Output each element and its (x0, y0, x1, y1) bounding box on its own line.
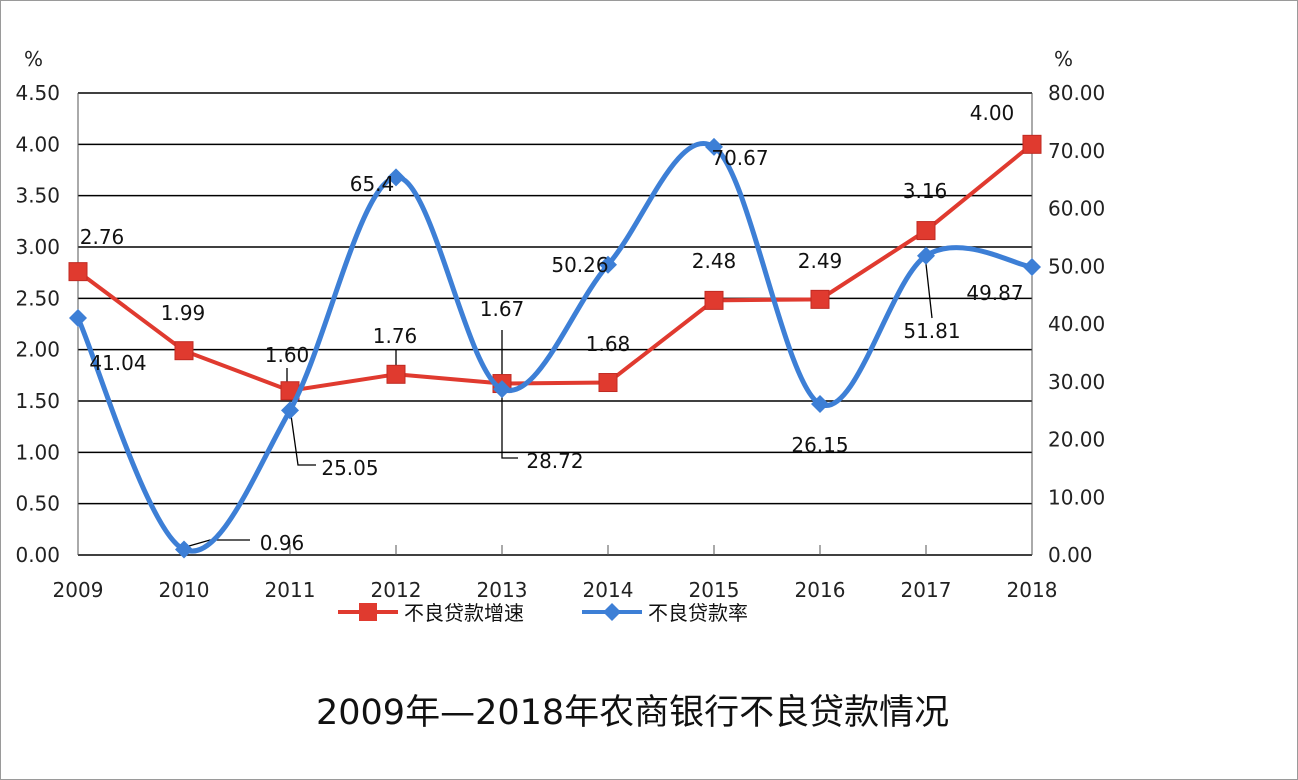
x-tick-label: 2010 (159, 578, 210, 602)
right-tick-label: 70.00 (1048, 139, 1105, 163)
npl-growth-marker (810, 289, 830, 309)
left-tick-label: 1.00 (15, 440, 60, 464)
npl-ratio-marker (281, 401, 299, 420)
npl-growth-data-label: 4.00 (970, 101, 1015, 125)
npl-growth-marker (1022, 134, 1042, 154)
left-tick-label: 2.50 (15, 286, 60, 310)
npl-growth-data-label: 1.68 (586, 332, 631, 356)
left-tick-label: 4.00 (15, 132, 60, 156)
npl-ratio-data-label: 49.87 (966, 281, 1023, 305)
leader-line (289, 407, 316, 466)
x-tick-label: 2018 (1007, 578, 1058, 602)
npl-ratio-marker (811, 394, 829, 413)
left-tick-label: 0.00 (15, 543, 60, 567)
npl-ratio-data-label: 51.81 (903, 319, 960, 343)
npl-ratio-marker (493, 380, 511, 399)
npl-growth-data-label: 2.48 (692, 249, 737, 273)
right-tick-label: 10.00 (1048, 485, 1105, 509)
npl-ratio-data-label: 70.67 (711, 146, 768, 170)
series-line-npl-growth (76, 142, 1034, 393)
npl-growth-marker (916, 221, 936, 241)
legend-label-npl-ratio: 不良贷款率 (648, 601, 748, 625)
x-tick-label: 2009 (53, 578, 104, 602)
npl-growth-marker (174, 341, 194, 361)
x-tick-label: 2016 (795, 578, 846, 602)
npl-growth-marker (598, 373, 618, 393)
npl-growth-marker (704, 290, 724, 310)
series-line-npl-ratio (75, 141, 1033, 554)
right-tick-label: 80.00 (1048, 81, 1105, 105)
left-tick-label: 1.50 (15, 389, 60, 413)
npl-ratio-marker (599, 255, 617, 274)
left-tick-label: 4.50 (15, 81, 60, 105)
left-axis-unit: % (24, 47, 43, 71)
chart-title: 2009年—2018年农商银行不良贷款情况 (316, 693, 950, 733)
right-tick-label: 20.00 (1048, 428, 1105, 452)
right-tick-label: 40.00 (1048, 312, 1105, 336)
left-tick-label: 2.00 (15, 338, 60, 362)
npl-growth-data-label: 2.76 (80, 225, 125, 249)
npl-ratio-marker (387, 168, 405, 187)
npl-ratio-data-label: 25.05 (321, 456, 378, 480)
npl-ratio-marker (705, 137, 723, 156)
left-tick-label: 0.50 (15, 492, 60, 516)
left-tick-label: 3.00 (15, 235, 60, 259)
npl-ratio-data-label: 50.26 (551, 253, 608, 277)
right-tick-label: 30.00 (1048, 370, 1105, 394)
npl-growth-data-label: 2.49 (798, 249, 843, 273)
npl-growth-data-label: 3.16 (903, 179, 948, 203)
npl-growth-data-label: 1.67 (480, 297, 525, 321)
leader-line (924, 254, 933, 319)
right-tick-label: 0.00 (1048, 543, 1093, 567)
x-tick-label: 2014 (583, 578, 634, 602)
leader-line (501, 330, 518, 459)
legend-square-marker (359, 603, 377, 621)
npl-growth-data-label: 1.60 (265, 343, 310, 367)
x-tick-label: 2017 (901, 578, 952, 602)
npl-ratio-marker (175, 540, 193, 559)
leader-line (181, 539, 250, 549)
x-tick-label: 2013 (477, 578, 528, 602)
npl-ratio-data-label: 41.04 (89, 351, 146, 375)
x-tick-label: 2015 (689, 578, 740, 602)
npl-growth-data-label: 1.76 (373, 324, 418, 348)
npl-ratio-data-label: 65.4 (350, 172, 395, 196)
right-tick-label: 60.00 (1048, 197, 1105, 221)
right-axis-unit: % (1054, 47, 1073, 71)
npl-growth-marker (386, 364, 406, 384)
x-tick-label: 2012 (371, 578, 422, 602)
legend-diamond-marker (603, 603, 621, 621)
legend-label-npl-growth: 不良贷款增速 (404, 601, 524, 625)
npl-ratio-data-label: 0.96 (260, 531, 305, 555)
npl-growth-marker (68, 262, 88, 282)
npl-ratio-marker (1023, 258, 1041, 277)
x-tick-label: 2011 (265, 578, 316, 602)
npl-ratio-data-label: 26.15 (791, 433, 848, 457)
left-tick-label: 3.50 (15, 184, 60, 208)
npl-ratio-data-label: 28.72 (526, 449, 583, 473)
npl-ratio-marker (69, 308, 87, 327)
npl-ratio-marker (917, 246, 935, 265)
right-tick-label: 50.00 (1048, 254, 1105, 278)
npl-growth-data-label: 1.99 (161, 301, 206, 325)
